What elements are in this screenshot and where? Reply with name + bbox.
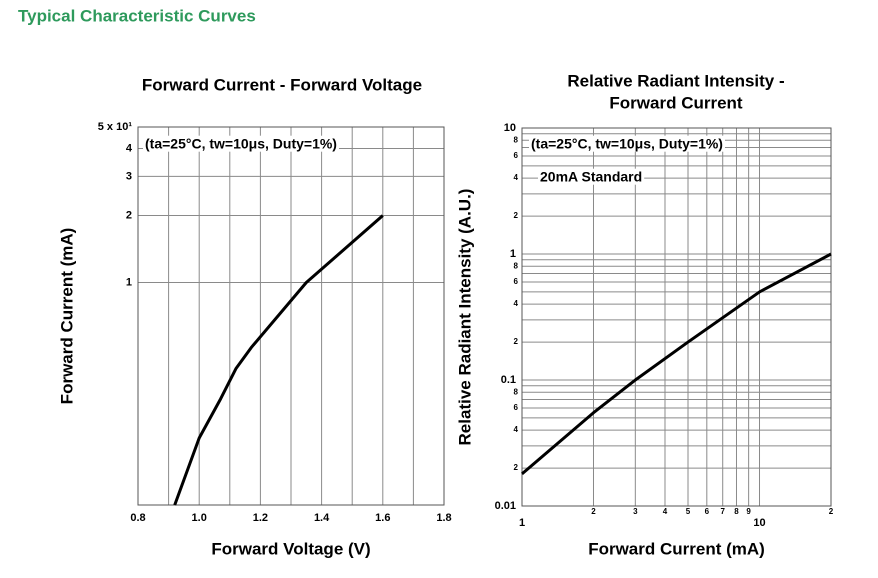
y-tick-label: 4: [514, 299, 519, 308]
x-tick-label: 1.6: [375, 512, 390, 524]
y-tick-label: 0.01: [495, 500, 516, 512]
data-line: [521, 252, 832, 475]
x-tick-label: 7: [720, 507, 725, 516]
annotation: (ta=25°C, tw=10μs, Duty=1%): [145, 136, 337, 152]
annotation-bg: [529, 135, 725, 152]
annotation-bg: [143, 135, 339, 152]
y-tick-label: 2: [126, 209, 132, 221]
y-tick-label: 8: [514, 387, 519, 396]
x-tick-label: 1.2: [253, 512, 268, 524]
y-tick-label: 2: [514, 211, 519, 220]
x-tick-label: 1: [519, 517, 525, 529]
y-tick-label: 2: [514, 463, 519, 472]
y-tick-label: 5 x 10¹: [98, 121, 133, 133]
y-tick-label: 6: [514, 403, 519, 412]
y-tick-label: 4: [514, 425, 519, 434]
x-tick-label: 1.8: [436, 512, 451, 524]
x-tick-label: 2: [591, 507, 596, 516]
annotation: (ta=25°C, tw=10μs, Duty=1%): [531, 136, 723, 152]
x-tick-label: 5: [686, 507, 691, 516]
y-tick-label: 3: [126, 170, 132, 182]
y-tick-label: 6: [514, 277, 519, 286]
y-tick-label: 0.1: [501, 374, 516, 386]
x-tick-label: 9: [746, 507, 751, 516]
x-tick-label: 3: [633, 507, 638, 516]
x-tick-label: 4: [663, 507, 668, 516]
y-tick-label: 1: [510, 248, 516, 260]
plot-frame: [521, 127, 832, 507]
x-tick-label: 8: [734, 507, 739, 516]
x-tick-label: 1.4: [314, 512, 330, 524]
y-tick-label: 4: [126, 142, 133, 154]
y-tick-label: 4: [514, 173, 519, 182]
chart-title: Forward Current: [609, 93, 743, 112]
y-tick-label: 6: [514, 151, 519, 160]
page-heading: Typical Characteristic Curves: [18, 6, 256, 25]
x-axis-label: Forward Current (mA): [588, 539, 765, 558]
y-axis-label: Forward Current (mA): [57, 228, 76, 405]
x-axis-label: Forward Voltage (V): [211, 539, 370, 558]
x-tick-label: 10: [753, 517, 765, 529]
y-tick-label: 1: [126, 276, 132, 288]
data-line: [173, 214, 384, 506]
y-tick-label: 10: [504, 122, 516, 134]
y-tick-label: 2: [514, 337, 519, 346]
x-tick-label: 1.0: [192, 512, 207, 524]
annotation-bg: [538, 168, 645, 185]
x-tick-label: 2: [829, 507, 834, 516]
chart-title: Relative Radiant Intensity -: [567, 71, 784, 90]
y-tick-label: 8: [514, 261, 519, 270]
annotation: 20mA Standard: [540, 169, 642, 185]
chart-title: Forward Current - Forward Voltage: [142, 75, 422, 94]
x-tick-label: 0.8: [130, 512, 145, 524]
y-axis-label: Relative Radiant Intensity (A.U.): [455, 189, 474, 446]
plot-frame: [137, 126, 445, 506]
y-tick-label: 8: [514, 135, 519, 144]
x-tick-label: 6: [705, 507, 710, 516]
